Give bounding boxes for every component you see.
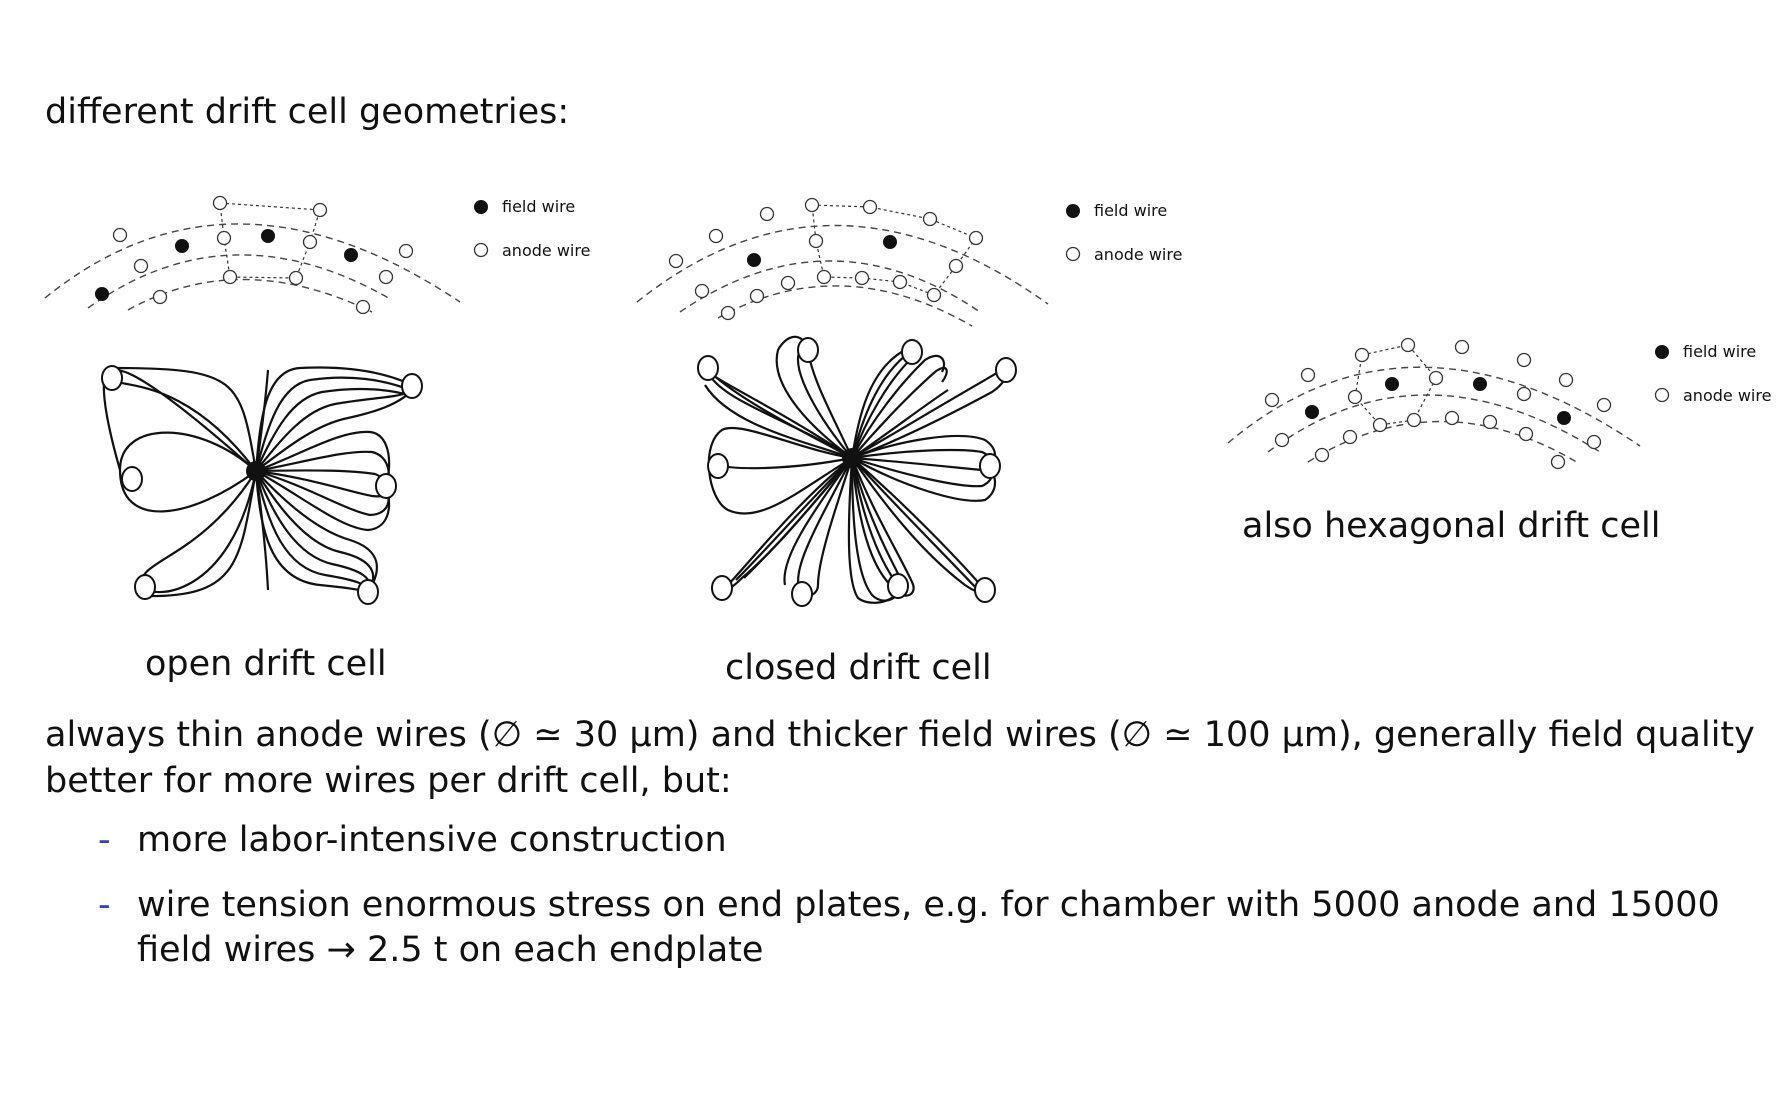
- list-item: - wire tension enormous stress on end pl…: [0, 883, 1737, 973]
- field-wire-legend-icon: [1655, 345, 1669, 359]
- field-wire-legend-label: field wire: [1683, 342, 1756, 361]
- open-cell-central-field-wire: [246, 461, 266, 481]
- list-item: - more labor-intensive construction: [0, 818, 1737, 863]
- closed-cell-arc-anodes: [670, 199, 983, 320]
- anode-wire-legend-icon: [475, 244, 488, 257]
- anode-wire-legend-icon: [1067, 248, 1080, 261]
- closed-cell-arc-schematic: [637, 225, 1048, 326]
- field-wire-legend-icon: [474, 200, 488, 214]
- open-cell-field-lines: [104, 368, 412, 597]
- field-wire-legend-icon: [1066, 204, 1080, 218]
- field-wire-legend-label: field wire: [1094, 201, 1167, 220]
- anode-wire-legend-label: anode wire: [502, 241, 590, 260]
- open-cell-arc-schematic: [45, 224, 460, 312]
- closed-cell-field-lines: [705, 337, 1006, 603]
- anode-wire-legend-label: anode wire: [1683, 386, 1771, 405]
- drawbacks-list: - more labor-intensive construction - wi…: [0, 818, 1737, 993]
- bullet-dash: -: [98, 818, 111, 863]
- field-wire-legend-label: field wire: [502, 197, 575, 216]
- hex-cell-arc-anodes: [1266, 339, 1611, 469]
- closed-cell-central-field-wire: [842, 448, 862, 468]
- hex-cell-legend: field wire anode wire: [1655, 342, 1771, 405]
- list-item-text: wire tension enormous stress on end plat…: [137, 885, 1720, 970]
- list-item-text: more labor-intensive construction: [137, 820, 727, 860]
- anode-wire-legend-label: anode wire: [1094, 245, 1182, 264]
- open-cell-arc-anodes: [114, 197, 413, 314]
- closed-drift-cell-caption: closed drift cell: [725, 648, 992, 688]
- closed-cell-legend: field wire anode wire: [1066, 201, 1182, 264]
- anode-wire-legend-icon: [1656, 389, 1669, 402]
- bullet-dash: -: [98, 883, 111, 928]
- open-cell-legend: field wire anode wire: [474, 197, 590, 260]
- open-drift-cell-caption: open drift cell: [145, 644, 387, 684]
- hexagonal-drift-cell-caption: also hexagonal drift cell: [1242, 506, 1660, 546]
- wire-thickness-paragraph: always thin anode wires (∅ ≃ 30 μm) and …: [45, 712, 1765, 804]
